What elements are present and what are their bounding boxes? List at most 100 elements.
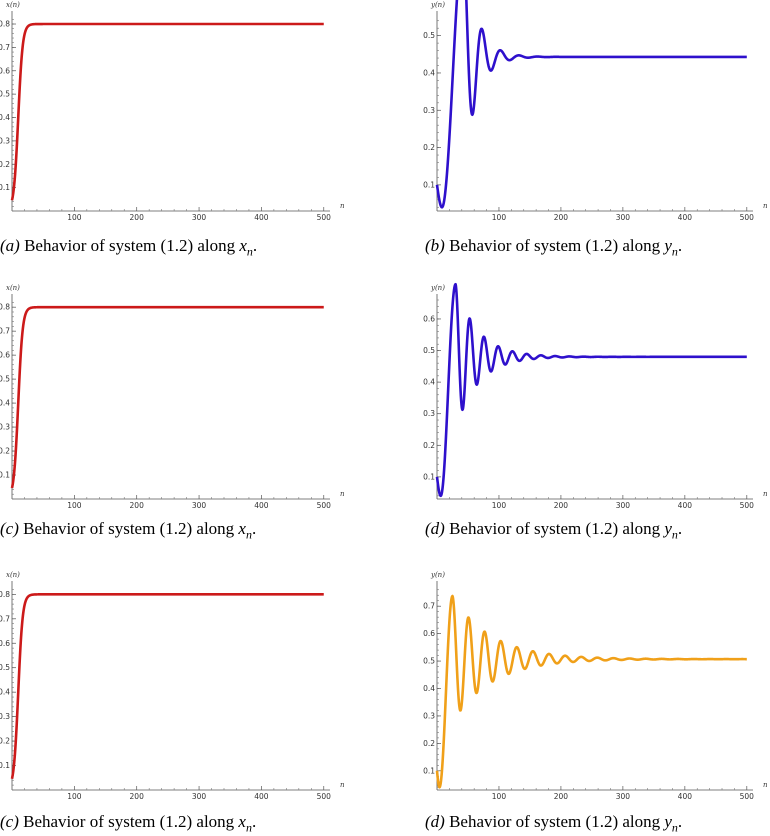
y-tick-label: 0.6	[0, 351, 10, 360]
y-tick-label: 0.3	[423, 711, 435, 720]
series-line	[435, 0, 748, 209]
y-tick-label: 0.6	[423, 629, 435, 638]
chart-panel-d2: 100 200 300 400 500 0.1 0.2 0.3 0.4 0.5 0.6 0.7 y(n)…	[423, 570, 770, 836]
chart-panel-d: 100 200 300 400 500 0.1 0.2 0.3 0.4 0.5 0.6 y(n) n (…	[423, 282, 770, 548]
y-tick-label: 0.7	[0, 43, 10, 52]
caption-variable: x	[238, 519, 246, 538]
y-tick-label: 0.7	[423, 602, 435, 611]
x-tick-label: 500	[317, 213, 332, 222]
y-tick-label: 0.3	[0, 712, 10, 721]
x-tick-label: 300	[616, 792, 631, 801]
y-axis-label: x(n)	[6, 1, 20, 9]
x-axis-label: n	[340, 490, 345, 498]
y-axis-label: x(n)	[6, 284, 20, 292]
x-tick-label: 500	[740, 213, 755, 222]
caption-end: .	[677, 236, 683, 255]
caption-variable: y	[664, 812, 672, 831]
x-tick-label: 200	[554, 501, 569, 510]
caption-end: .	[677, 812, 683, 831]
x-tick-label: 200	[554, 792, 569, 801]
y-tick-label: 0.2	[0, 160, 10, 169]
chart-panel-b: 100 200 300 400 500 0.1 0.2 0.3 0.4 0.5 y(n) n (b) …	[423, 0, 770, 265]
y-tick-label: 0.1	[423, 766, 435, 775]
y-tick-label: 0.7	[0, 327, 10, 336]
x-tick-label: 500	[317, 792, 332, 801]
chart-svg-d2: 100 200 300 400 500 0.1 0.2 0.3 0.4 0.5 0.6 0.7 y(n)…	[423, 571, 768, 801]
caption-end: .	[251, 519, 257, 538]
x-tick-label: 100	[492, 792, 507, 801]
x-tick-label: 200	[130, 213, 145, 222]
y-tick-label: 0.6	[0, 639, 10, 648]
caption-subscript: n	[671, 820, 678, 835]
caption-subscript: n	[671, 527, 678, 542]
x-tick-label: 200	[554, 213, 569, 222]
caption-text: Behavior of system (1.2) along	[444, 519, 665, 538]
x-tick-label: 300	[192, 213, 207, 222]
x-tick-label: 400	[254, 792, 269, 801]
y-tick-label: 0.3	[423, 106, 435, 115]
y-tick-label: 0.5	[0, 375, 10, 384]
x-tick-label: 100	[492, 213, 507, 222]
x-axis-label: n	[763, 781, 768, 789]
x-axis-label: n	[763, 202, 768, 210]
caption-label: (a)	[0, 236, 20, 255]
chart-panel-a: 100 200 300 400 500 0.1 0.2 0.3 0.4 0.5 0.6 0.7 0.8 x…	[0, 0, 360, 265]
caption-variable: x	[239, 236, 247, 255]
caption-text: Behavior of system (1.2) along	[444, 812, 665, 831]
y-tick-label: 0.5	[0, 90, 10, 99]
caption-b: (b) Behavior of system (1.2) along yn.	[425, 236, 682, 259]
y-axis-label: y(n)	[430, 284, 445, 292]
chart-svg-d: 100 200 300 400 500 0.1 0.2 0.3 0.4 0.5 0.6 y(n) n	[423, 282, 768, 510]
x-tick-label: 400	[254, 501, 269, 510]
y-tick-label: 0.5	[423, 346, 435, 355]
caption-variable: y	[664, 236, 672, 255]
y-tick-label: 0.5	[423, 31, 435, 40]
chart-svg-c2: 100 200 300 400 500 0.1 0.2 0.3 0.4 0.5 0.6 0.7 0.8 x…	[0, 571, 345, 801]
caption-label: (d)	[425, 812, 445, 831]
caption-variable: x	[238, 812, 246, 831]
series-line	[435, 594, 748, 789]
caption-end: .	[677, 519, 683, 538]
y-tick-label: 0.5	[423, 657, 435, 666]
y-tick-label: 0.2	[423, 143, 435, 152]
y-tick-label: 0.5	[0, 663, 10, 672]
caption-subscript: n	[245, 527, 252, 542]
y-axis-label: x(n)	[6, 571, 20, 579]
x-tick-label: 300	[192, 792, 207, 801]
y-tick-label: 0.4	[423, 378, 435, 387]
caption-d2: (d) Behavior of system (1.2) along yn.	[425, 812, 682, 835]
caption-text: Behavior of system (1.2) along	[18, 812, 239, 831]
y-tick-label: 0.2	[0, 737, 10, 746]
y-axis-label: y(n)	[430, 1, 445, 9]
x-tick-label: 400	[678, 501, 693, 510]
y-tick-label: 0.3	[423, 409, 435, 418]
y-tick-label: 0.6	[0, 66, 10, 75]
y-tick-label: 0.1	[0, 183, 10, 192]
caption-c2: (c) Behavior of system (1.2) along xn.	[0, 812, 256, 835]
chart-svg-a: 100 200 300 400 500 0.1 0.2 0.3 0.4 0.5 0.6 0.7 0.8 x…	[0, 1, 345, 222]
y-tick-label: 0.8	[0, 590, 10, 599]
y-tick-label: 0.3	[0, 136, 10, 145]
x-tick-label: 500	[740, 792, 755, 801]
caption-subscript: n	[246, 244, 253, 259]
caption-variable: y	[664, 519, 672, 538]
chart-svg-b: 100 200 300 400 500 0.1 0.2 0.3 0.4 0.5 y(n) n	[423, 0, 768, 222]
series-line	[10, 305, 325, 489]
y-axis-label: y(n)	[430, 571, 445, 579]
series-line	[10, 22, 325, 201]
x-tick-label: 100	[67, 501, 82, 510]
y-tick-label: 0.8	[0, 20, 10, 29]
x-tick-label: 300	[192, 501, 207, 510]
caption-label: (c)	[0, 519, 19, 538]
y-tick-label: 0.7	[0, 614, 10, 623]
x-tick-label: 400	[254, 213, 269, 222]
caption-subscript: n	[245, 820, 252, 835]
x-axis-label: n	[763, 490, 768, 498]
x-tick-label: 400	[678, 792, 693, 801]
chart-svg-c: 100 200 300 400 500 0.1 0.2 0.3 0.4 0.5 0.6 0.7 0.8 x…	[0, 284, 345, 510]
x-axis-label: n	[340, 202, 345, 210]
caption-label: (d)	[425, 519, 445, 538]
y-tick-label: 0.1	[423, 180, 435, 189]
caption-c: (c) Behavior of system (1.2) along xn.	[0, 519, 256, 542]
chart-panel-c: 100 200 300 400 500 0.1 0.2 0.3 0.4 0.5 0.6 0.7 0.8 x…	[0, 283, 360, 548]
